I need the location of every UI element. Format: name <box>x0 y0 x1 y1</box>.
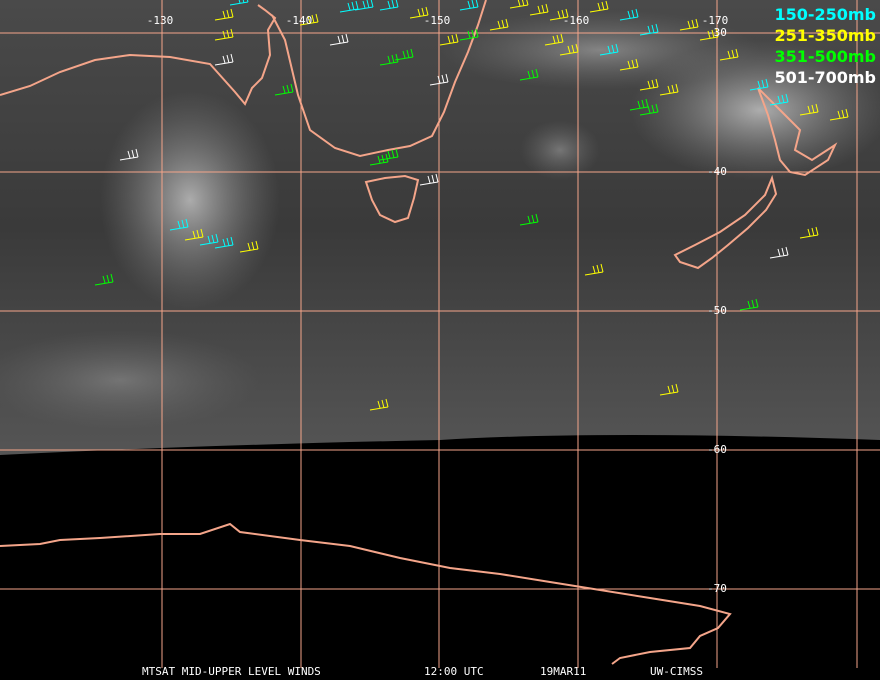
latitude-label: -40 <box>707 165 727 178</box>
wind-barb <box>379 53 399 66</box>
wind-barb <box>379 148 399 161</box>
cloud-cover <box>0 10 880 430</box>
wind-barb <box>549 8 569 21</box>
longitude-label: -130 <box>147 14 174 27</box>
wind-barb <box>769 93 789 106</box>
wind-barb <box>529 3 549 16</box>
latitude-label: -70 <box>707 582 727 595</box>
wind-barbs <box>94 0 849 411</box>
wind-barb <box>299 13 319 26</box>
wind-barb <box>229 0 249 6</box>
wind-barb <box>379 0 399 11</box>
legend-entry: 351-500mb <box>774 47 876 66</box>
wind-barb <box>214 8 234 21</box>
footer-date: 19MAR11 <box>540 665 586 678</box>
wind-barb <box>119 148 139 161</box>
wind-barb <box>739 298 759 311</box>
wind-barb <box>544 33 564 46</box>
longitude-label: -140 <box>286 14 313 27</box>
wind-barb <box>329 33 349 46</box>
wind-barb <box>659 83 679 96</box>
wind-barb <box>619 8 639 21</box>
wind-barb <box>799 226 819 239</box>
footer-source: UW-CIMSS <box>650 665 703 678</box>
wind-barb <box>459 28 479 41</box>
wind-barb <box>214 236 234 249</box>
wind-barb <box>639 23 659 36</box>
wind-barb <box>489 18 509 31</box>
wind-barb <box>719 48 739 61</box>
wind-barb <box>239 240 259 253</box>
latitude-label: -60 <box>707 443 727 456</box>
wind-barb <box>829 108 849 121</box>
wind-barb <box>559 43 579 56</box>
wind-barb <box>169 218 189 231</box>
wind-barb <box>769 246 789 259</box>
legend-entry: 501-700mb <box>774 68 876 87</box>
wind-barb <box>339 0 359 13</box>
wind-barb <box>629 98 649 111</box>
wind-barb <box>589 0 609 13</box>
wind-barb <box>679 18 699 31</box>
wind-barb <box>369 398 389 411</box>
legend-entry: 150-250mb <box>774 5 876 24</box>
wind-barb <box>459 0 479 11</box>
wind-barb <box>619 58 639 71</box>
wind-barb <box>199 233 219 246</box>
footer-time: 12:00 UTC <box>424 665 484 678</box>
wind-barb <box>519 68 539 81</box>
longitude-label: -170 <box>702 14 729 27</box>
wind-barb <box>429 73 449 86</box>
wind-barb <box>94 273 114 286</box>
wind-barb <box>749 78 769 91</box>
wind-barb <box>184 228 204 241</box>
wind-barb <box>274 83 294 96</box>
wind-barb <box>214 28 234 41</box>
coastlines <box>0 0 838 665</box>
wind-barb <box>639 78 659 91</box>
wind-barb <box>509 0 529 9</box>
wind-barb <box>519 213 539 226</box>
latitude-label: -50 <box>707 304 727 317</box>
wind-barb <box>409 6 429 19</box>
wind-barb <box>369 153 389 166</box>
wind-barb <box>419 173 439 186</box>
wind-barb <box>354 0 374 11</box>
wind-barb <box>659 383 679 396</box>
wind-barb <box>699 28 719 41</box>
legend-entry: 251-350mb <box>774 26 876 45</box>
footer-product: MTSAT MID-UPPER LEVEL WINDS <box>142 665 321 678</box>
latitude-label: -30 <box>707 26 727 39</box>
wind-barb <box>584 263 604 276</box>
wind-barb <box>394 48 414 61</box>
wind-barb <box>799 103 819 116</box>
longitude-label: -150 <box>424 14 451 27</box>
wind-barb <box>639 103 659 116</box>
wind-barb <box>214 53 234 66</box>
longitude-label: -160 <box>563 14 590 27</box>
wind-barb <box>599 43 619 56</box>
wind-barb <box>439 33 459 46</box>
